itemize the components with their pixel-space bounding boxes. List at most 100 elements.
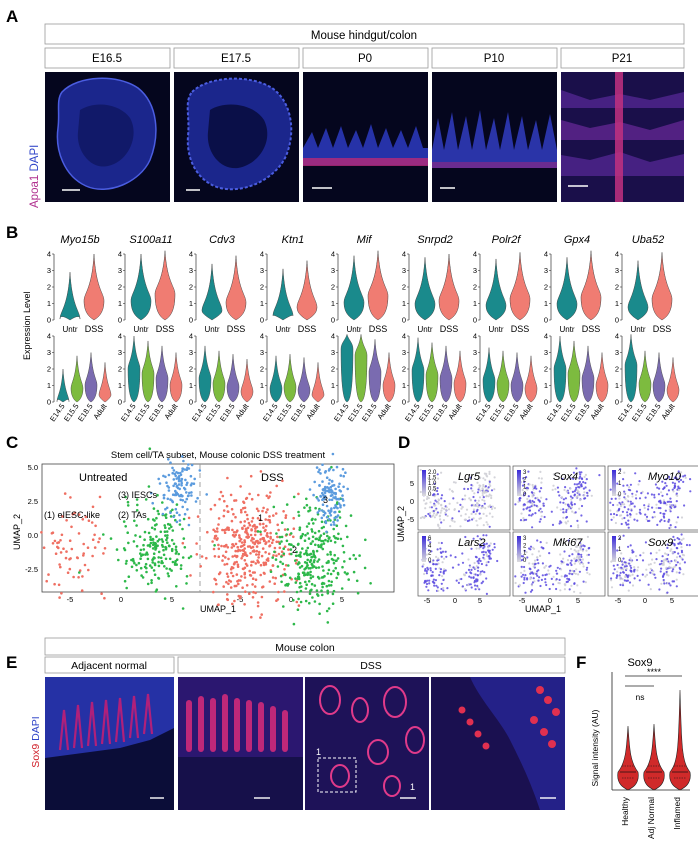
umap-point-ta: [166, 534, 169, 537]
umap-point-dss-1: [265, 541, 268, 544]
umap-point-dss-2: [330, 465, 333, 469]
umap-point-ta: [135, 498, 139, 501]
feature-point: [579, 558, 582, 562]
b-top-tick-label: 2: [118, 283, 122, 292]
feature-point: [436, 487, 439, 490]
feature-point: [610, 560, 613, 563]
umap-point-dss-1: [257, 556, 260, 559]
feature-point: [578, 480, 582, 484]
feature-point: [573, 503, 576, 506]
feature-point: [434, 508, 437, 512]
umap-point-dss-1: [260, 595, 264, 599]
feature-point: [440, 587, 443, 591]
umap-point-dss-2: [303, 506, 306, 510]
b-bottom-tick-label: 3: [615, 348, 619, 357]
feature-point: [474, 512, 477, 516]
b-top-tick-label: 1: [189, 299, 193, 308]
b-top-tick-label: 1: [260, 299, 264, 308]
feature-point: [451, 490, 454, 493]
umap-point-dss-3: [333, 511, 336, 514]
b-bottom-tick-label: 3: [260, 348, 264, 357]
umap-point-dss-2: [349, 514, 353, 517]
feature-point: [556, 486, 560, 489]
umap-point-dss-3: [325, 515, 329, 519]
feature-point: [623, 506, 626, 509]
feature-point: [444, 569, 447, 572]
feature-point: [578, 556, 582, 559]
feature-point: [655, 503, 658, 506]
umap-point-eiesc: [70, 525, 73, 529]
umap-point-ta: [135, 524, 138, 527]
feature-point: [427, 477, 430, 480]
violin-f-1: [643, 723, 665, 791]
umap-point-eiesc: [45, 579, 48, 583]
umap-point-dss-1: [263, 539, 266, 542]
umap-point-dss-3: [330, 498, 334, 502]
feature-point: [655, 558, 658, 561]
violin-b-top-s100a11-0: [130, 253, 152, 321]
umap-point-dss-2: [285, 503, 289, 506]
feature-point: [539, 584, 542, 588]
feature-point: [630, 502, 633, 505]
umap-point-ta: [125, 559, 128, 563]
umap-point-eiesc: [69, 496, 72, 499]
umap-point-dss-2: [282, 547, 286, 550]
feature-point: [454, 556, 457, 559]
umap-point-dss-2: [282, 605, 285, 608]
feature-scale-label: 1: [523, 485, 527, 491]
feature-point: [671, 551, 674, 554]
umap-point-dss-1: [263, 572, 266, 575]
umap-point-dss-2: [305, 583, 309, 586]
umap-point-dss-1: [265, 511, 268, 514]
umap-point-iesc: [183, 487, 187, 491]
umap-point-dss-1: [247, 521, 251, 525]
feature-point: [560, 496, 564, 499]
umap-point-dss-2: [327, 537, 331, 540]
feature-point: [544, 578, 547, 581]
umap-point-dss-2: [320, 576, 324, 579]
panel-e-header: Mouse colon: [275, 642, 335, 654]
feature-point: [448, 488, 451, 491]
umap-point-dss-2: [307, 580, 311, 583]
gene-title-gpx4: Gpx4: [564, 234, 590, 246]
umap-point-ta: [165, 536, 169, 540]
feature-point: [442, 589, 445, 592]
umap-point-dss-1: [274, 576, 278, 580]
umap-point-dss-1: [213, 530, 217, 533]
umap-point-dss-1: [265, 524, 268, 528]
feature-point: [528, 499, 532, 502]
feature-point: [429, 511, 432, 515]
feature-point: [485, 494, 488, 497]
umap-point-ta: [153, 527, 157, 531]
umap-point-dss-1: [292, 527, 296, 530]
umap-point-dss-1: [255, 545, 259, 548]
feature-point: [646, 519, 650, 523]
feature-point: [451, 517, 454, 520]
feature-point: [578, 471, 581, 474]
feature-point: [613, 568, 616, 571]
umap-point-dss-2: [304, 566, 308, 570]
umap-point-dss-3: [328, 498, 331, 502]
feature-point: [463, 487, 466, 490]
feature-point: [689, 478, 692, 481]
umap-point-iesc: [162, 474, 165, 478]
feature-point: [552, 575, 555, 578]
feature-point: [565, 508, 568, 512]
umap-point-dss-2: [332, 589, 336, 593]
feature-point: [527, 495, 530, 498]
feature-point: [660, 567, 663, 570]
umap-point-dss-3: [318, 484, 321, 487]
feature-point: [539, 507, 542, 510]
umap-point-iesc: [171, 466, 174, 470]
feature-point: [642, 551, 645, 555]
feature-point: [579, 473, 582, 476]
umap-point-dss-1: [230, 519, 234, 523]
umap-point-dss-2: [322, 569, 325, 572]
feature-scale-label: 2.0: [428, 470, 437, 476]
feature-point: [582, 580, 585, 583]
feature-point: [689, 490, 692, 493]
violin-b-top-polr2f-1: [509, 252, 531, 321]
violin-b-top-s100a11-1: [154, 250, 176, 321]
feature-point: [440, 541, 443, 545]
feature-point: [518, 583, 521, 587]
